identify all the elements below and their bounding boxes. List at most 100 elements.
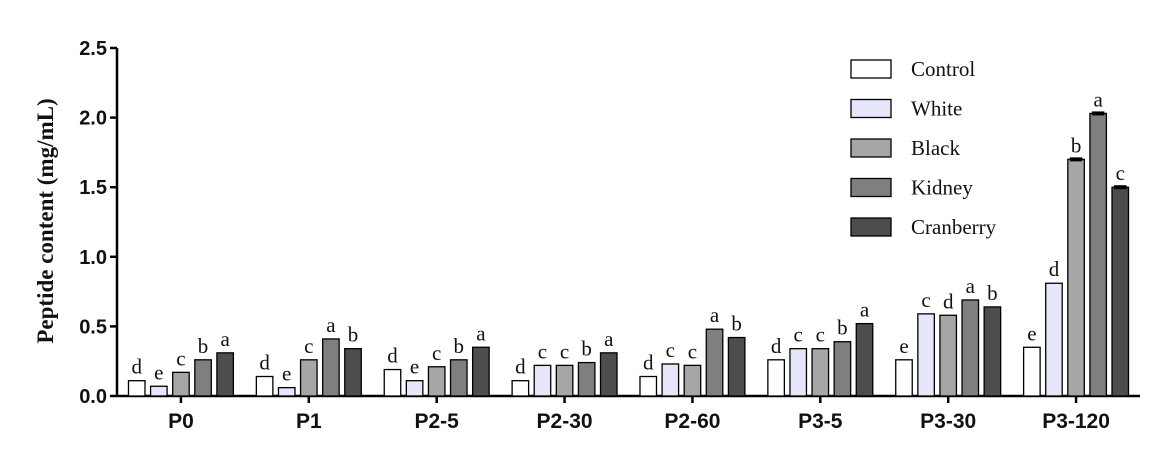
bar-control-p3-120 <box>1022 346 1041 397</box>
axes: 0.0 0.5 1.0 1.5 2.0 2.5 P0 P1 P2-5 P2-30 P2-60 P3-5… <box>79 38 1140 433</box>
bar-kidney-p0 <box>194 359 212 397</box>
bar-black-p3-120 <box>1067 158 1085 397</box>
sig-label-kidney-p2-30: b <box>581 337 592 361</box>
sig-label-control-p2-5: d <box>387 344 398 368</box>
legend: Control White Black Kidney Cranberry <box>850 57 997 239</box>
y-axis-label: Peptide content (mg/mL) <box>33 98 58 343</box>
x-tick-label-6: P3-30 <box>920 410 976 433</box>
sig-label-black-p0: c <box>176 346 185 370</box>
sig-label-control-p3-120: e <box>1027 321 1036 345</box>
bar-white-p2-60 <box>661 363 680 397</box>
bar-white-p3-120 <box>1045 282 1063 397</box>
y-tick-label-5: 2.5 <box>79 38 107 60</box>
sig-label-white-p2-5: e <box>410 355 419 379</box>
sig-label-black-p2-30: c <box>560 339 569 363</box>
bar-cranberry-p2-60 <box>727 336 746 397</box>
sig-label-cranberry-p2-5: a <box>476 321 486 345</box>
sig-label-kidney-p3-5: b <box>837 316 848 340</box>
y-tick-label-2: 1.0 <box>79 247 107 269</box>
sig-label-black-p3-5: c <box>816 323 825 347</box>
x-tick-label-0: P0 <box>168 410 194 433</box>
sig-label-cranberry-p3-5: a <box>860 298 870 322</box>
bar-white-p2-5 <box>405 380 424 397</box>
sig-label-white-p3-120: d <box>1049 257 1060 281</box>
sig-label-black-p2-60: c <box>688 339 697 363</box>
bar-black-p3-5 <box>811 348 830 397</box>
sig-label-control-p3-5: d <box>771 334 782 358</box>
sig-label-cranberry-p0: a <box>220 327 230 351</box>
bar-kidney-p2-5 <box>449 359 468 397</box>
bar-kidney-p3-120 <box>1089 112 1108 397</box>
x-tick-label-7: P3-120 <box>1042 410 1110 433</box>
sig-label-kidney-p1: a <box>326 313 336 337</box>
bar-kidney-p1 <box>322 338 340 397</box>
bar-white-p0 <box>149 385 168 397</box>
sig-label-cranberry-p2-30: a <box>604 327 614 351</box>
bar-black-p2-30 <box>555 364 574 397</box>
bar-white-p3-5 <box>789 348 808 397</box>
sig-label-kidney-p3-30: a <box>966 274 976 298</box>
bar-black-p2-60 <box>683 364 702 397</box>
legend-label-black: Black <box>911 136 960 160</box>
sig-label-kidney-p2-5: b <box>454 334 465 358</box>
sig-label-cranberry-p2-60: b <box>731 312 742 336</box>
legend-swatch-kidney <box>850 177 892 198</box>
y-tick-label-0: 0.0 <box>79 386 107 408</box>
sig-label-white-p3-5: c <box>794 323 803 347</box>
y-tick-label-4: 2.0 <box>79 108 107 130</box>
bar-control-p3-30 <box>895 359 913 397</box>
bar-cranberry-p3-30 <box>983 306 1002 397</box>
legend-label-control: Control <box>911 57 975 81</box>
bar-black-p1 <box>299 359 318 397</box>
sig-label-black-p3-30: d <box>943 289 954 313</box>
bar-black-p0 <box>172 371 190 397</box>
bar-control-p2-60 <box>639 375 658 397</box>
sig-label-cranberry-p3-120: c <box>1116 161 1125 185</box>
sig-label-white-p0: e <box>154 360 163 384</box>
sig-label-white-p2-60: c <box>666 338 675 362</box>
bar-cranberry-p0 <box>216 352 235 397</box>
sig-label-kidney-p2-60: a <box>710 303 720 327</box>
legend-swatch-white <box>850 98 892 119</box>
legend-label-white: White <box>911 97 962 121</box>
bar-control-p0 <box>127 380 146 397</box>
legend-swatch-cranberry <box>850 217 892 237</box>
legend-swatch-black <box>850 138 892 158</box>
sig-label-kidney-p0: b <box>198 334 209 358</box>
bar-kidney-p3-5 <box>833 341 852 397</box>
sig-label-control-p2-30: d <box>515 355 526 379</box>
bar-cranberry-p2-30 <box>599 352 618 397</box>
bar-black-p2-5 <box>427 366 446 397</box>
sig-label-white-p2-30: c <box>538 339 547 363</box>
bar-black-p3-30 <box>939 314 958 397</box>
bar-kidney-p2-30 <box>577 361 596 397</box>
legend-label-kidney: Kidney <box>911 176 973 200</box>
sig-label-white-p1: e <box>282 362 291 386</box>
sig-label-white-p3-30: c <box>921 288 930 312</box>
x-tick-label-2: P2-5 <box>415 410 460 433</box>
y-tick-label-1: 0.5 <box>79 316 107 338</box>
sig-label-black-p1: c <box>304 334 313 358</box>
x-tick-label-5: P3-5 <box>798 410 843 433</box>
bar-control-p1 <box>255 375 274 397</box>
bar-white-p1 <box>277 386 296 397</box>
sig-label-control-p3-30: e <box>899 334 908 358</box>
sig-label-control-p0: d <box>131 355 142 379</box>
sig-label-control-p2-60: d <box>643 351 654 375</box>
sig-label-black-p2-5: c <box>432 341 441 365</box>
x-tick-label-4: P2-60 <box>664 410 720 433</box>
legend-swatch-control <box>850 59 892 79</box>
sig-label-control-p1: d <box>259 351 270 375</box>
y-tick-label-3: 1.5 <box>79 177 107 199</box>
sig-label-cranberry-p3-30: b <box>987 281 998 305</box>
bar-cranberry-p1 <box>344 348 362 397</box>
bars <box>127 111 1130 397</box>
x-tick-label-1: P1 <box>296 410 322 433</box>
x-tick-label-3: P2-30 <box>537 410 593 433</box>
bar-white-p3-30 <box>917 313 935 397</box>
sig-label-cranberry-p1: b <box>348 323 359 347</box>
bar-white-p2-30 <box>533 364 552 397</box>
